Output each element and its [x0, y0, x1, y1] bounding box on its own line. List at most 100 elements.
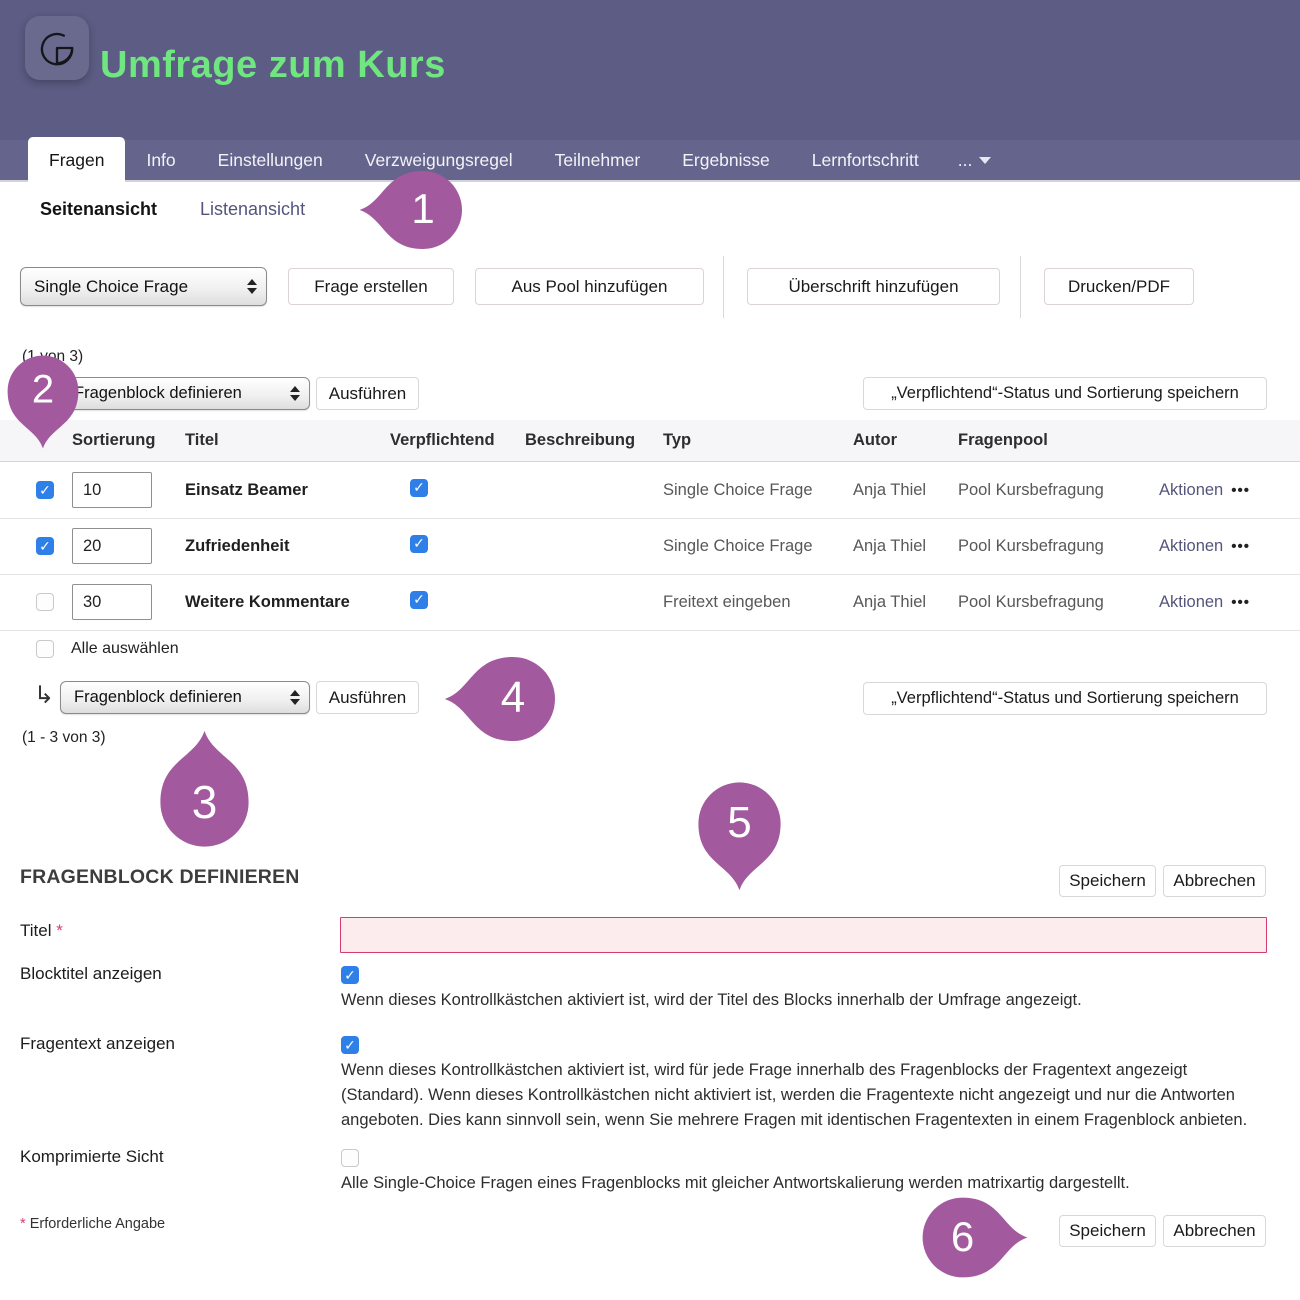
select-all-row: Alle auswählen: [36, 640, 179, 658]
col-verpflichtend: Verpflichtend: [390, 431, 495, 449]
tab-teilnehmer[interactable]: Teilnehmer: [554, 149, 641, 170]
execute-button-top[interactable]: Ausführen: [316, 377, 419, 410]
row-divider: [0, 518, 1300, 519]
save-status-sort-button-bottom[interactable]: „Verpflichtend“-Status und Sortierung sp…: [863, 682, 1267, 715]
save-status-sort-button-top[interactable]: „Verpflichtend“-Status und Sortierung sp…: [863, 377, 1267, 410]
tab-lernfortschritt[interactable]: Lernfortschritt: [811, 149, 919, 170]
mandatory-checkbox[interactable]: [410, 478, 428, 497]
cancel-button-bottom[interactable]: Abbrechen: [1163, 1215, 1266, 1247]
table-row: Weitere Kommentare Freitext eingeben Anj…: [0, 574, 1300, 630]
row-divider: [0, 574, 1300, 575]
blocktitle-checkbox[interactable]: [341, 966, 359, 984]
tab-ergebnisse[interactable]: Ergebnisse: [682, 149, 770, 170]
question-title: Einsatz Beamer: [185, 480, 308, 499]
col-typ: Typ: [663, 431, 692, 449]
tab-bar: Fragen Info Einstellungen Verzweigungsre…: [0, 137, 1300, 184]
bulk-action-select-bottom[interactable]: Fragenblock definieren: [60, 681, 310, 714]
toolbar-divider: [723, 256, 724, 318]
actions-link[interactable]: Aktionen: [1159, 592, 1224, 611]
annotation-number: 3: [191, 775, 218, 828]
page-title: Umfrage zum Kurs: [100, 44, 446, 86]
actions-link[interactable]: Aktionen: [1159, 536, 1224, 555]
subnav-seitenansicht[interactable]: Seitenansicht: [40, 199, 158, 219]
annotation-marker-4: 4: [443, 629, 583, 769]
tab-more[interactable]: ...: [940, 140, 1010, 180]
select-arrows-icon: [290, 386, 300, 401]
subnav-listenansicht[interactable]: Listenansicht: [200, 199, 306, 219]
compactview-label: Komprimierte Sicht: [20, 1147, 164, 1166]
save-button-top[interactable]: Speichern: [1059, 865, 1156, 897]
tab-info[interactable]: Info: [146, 149, 176, 170]
add-from-pool-button[interactable]: Aus Pool hinzufügen: [475, 268, 704, 305]
question-title: Weitere Kommentare: [185, 592, 350, 611]
tab-einstellungen[interactable]: Einstellungen: [217, 149, 323, 170]
type-cell: Single Choice Frage: [663, 536, 813, 555]
tab-fragen[interactable]: Fragen: [28, 137, 126, 184]
bulk-action-select-top-value: Fragenblock definieren: [74, 384, 242, 402]
tab-verzweigungsregel[interactable]: Verzweigungsregel: [364, 149, 513, 170]
annotation-marker-1: 1: [358, 145, 488, 275]
annotation-marker-2: 2: [0, 332, 102, 450]
g-logo-icon: [40, 32, 74, 66]
select-arrows-icon: [247, 279, 257, 294]
annotation-marker-5: 5: [671, 755, 808, 892]
compactview-checkbox[interactable]: [341, 1149, 359, 1167]
annotation-number: 5: [727, 797, 752, 847]
mandatory-checkbox[interactable]: [410, 590, 428, 609]
create-question-button[interactable]: Frage erstellen: [288, 268, 454, 305]
apply-arrow-icon: ↳: [34, 682, 55, 709]
bulk-action-select-bottom-value: Fragenblock definieren: [74, 688, 242, 706]
questiontext-label: Fragentext anzeigen: [20, 1034, 175, 1053]
result-count-bottom: (1 - 3 von 3): [22, 729, 106, 746]
table-row: Einsatz Beamer Single Choice Frage Anja …: [0, 462, 1300, 518]
execute-button-bottom[interactable]: Ausführen: [316, 681, 419, 714]
title-input[interactable]: [340, 917, 1267, 953]
add-heading-button[interactable]: Überschrift hinzufügen: [747, 268, 1000, 305]
author-cell: Anja Thiel: [853, 536, 927, 555]
blocktitle-label: Blocktitel anzeigen: [20, 964, 162, 983]
compactview-help: Alle Single-Choice Fragen eines Fragenbl…: [341, 1174, 1130, 1192]
row-divider: [0, 630, 1300, 631]
required-asterisk: *: [56, 921, 63, 940]
row-select-checkbox[interactable]: [36, 593, 54, 611]
select-arrows-icon: [290, 690, 300, 705]
actions-dots-icon[interactable]: •••: [1231, 481, 1250, 499]
type-cell: Freitext eingeben: [663, 592, 791, 611]
bulk-action-select-top[interactable]: Fragenblock definieren: [60, 377, 310, 410]
table-header: Sortierung Titel Verpflichtend Beschreib…: [0, 420, 1300, 462]
form-heading: FRAGENBLOCK DEFINIEREN: [20, 866, 300, 888]
blocktitle-help: Wenn dieses Kontrollkästchen aktiviert i…: [341, 991, 1082, 1009]
save-button-bottom[interactable]: Speichern: [1059, 1215, 1156, 1247]
pool-cell: Pool Kursbefragung: [958, 480, 1104, 499]
row-select-checkbox[interactable]: [36, 481, 54, 499]
type-cell: Single Choice Frage: [663, 480, 813, 499]
print-pdf-button[interactable]: Drucken/PDF: [1044, 268, 1194, 305]
annotation-number: 2: [31, 367, 55, 412]
mandatory-checkbox[interactable]: [410, 534, 428, 553]
pool-cell: Pool Kursbefragung: [958, 592, 1104, 611]
annotation-number: 4: [500, 673, 526, 722]
actions-link[interactable]: Aktionen: [1159, 480, 1224, 499]
title-field-label: Titel *: [20, 921, 63, 940]
question-type-select[interactable]: Single Choice Frage: [20, 267, 267, 306]
question-type-select-value: Single Choice Frage: [34, 276, 189, 296]
tab-more-label: ...: [957, 149, 973, 170]
sort-input[interactable]: [72, 528, 152, 564]
sort-input[interactable]: [72, 472, 152, 508]
sort-input[interactable]: [72, 584, 152, 620]
col-fragenpool: Fragenpool: [958, 431, 1048, 449]
questiontext-checkbox[interactable]: [341, 1036, 359, 1054]
required-footnote: * Erforderliche Angabe: [20, 1216, 166, 1232]
annotation-marker-3: 3: [131, 729, 278, 876]
question-title: Zufriedenheit: [185, 536, 290, 555]
select-all-checkbox[interactable]: [36, 640, 54, 658]
actions-dots-icon[interactable]: •••: [1231, 537, 1250, 555]
col-sortierung: Sortierung: [72, 431, 156, 449]
row-select-checkbox[interactable]: [36, 537, 54, 555]
actions-dots-icon[interactable]: •••: [1231, 593, 1250, 611]
questiontext-help: Wenn dieses Kontrollkästchen aktiviert i…: [341, 1061, 1248, 1129]
cancel-button-top[interactable]: Abbrechen: [1163, 865, 1266, 897]
author-cell: Anja Thiel: [853, 480, 927, 499]
pool-cell: Pool Kursbefragung: [958, 536, 1104, 555]
